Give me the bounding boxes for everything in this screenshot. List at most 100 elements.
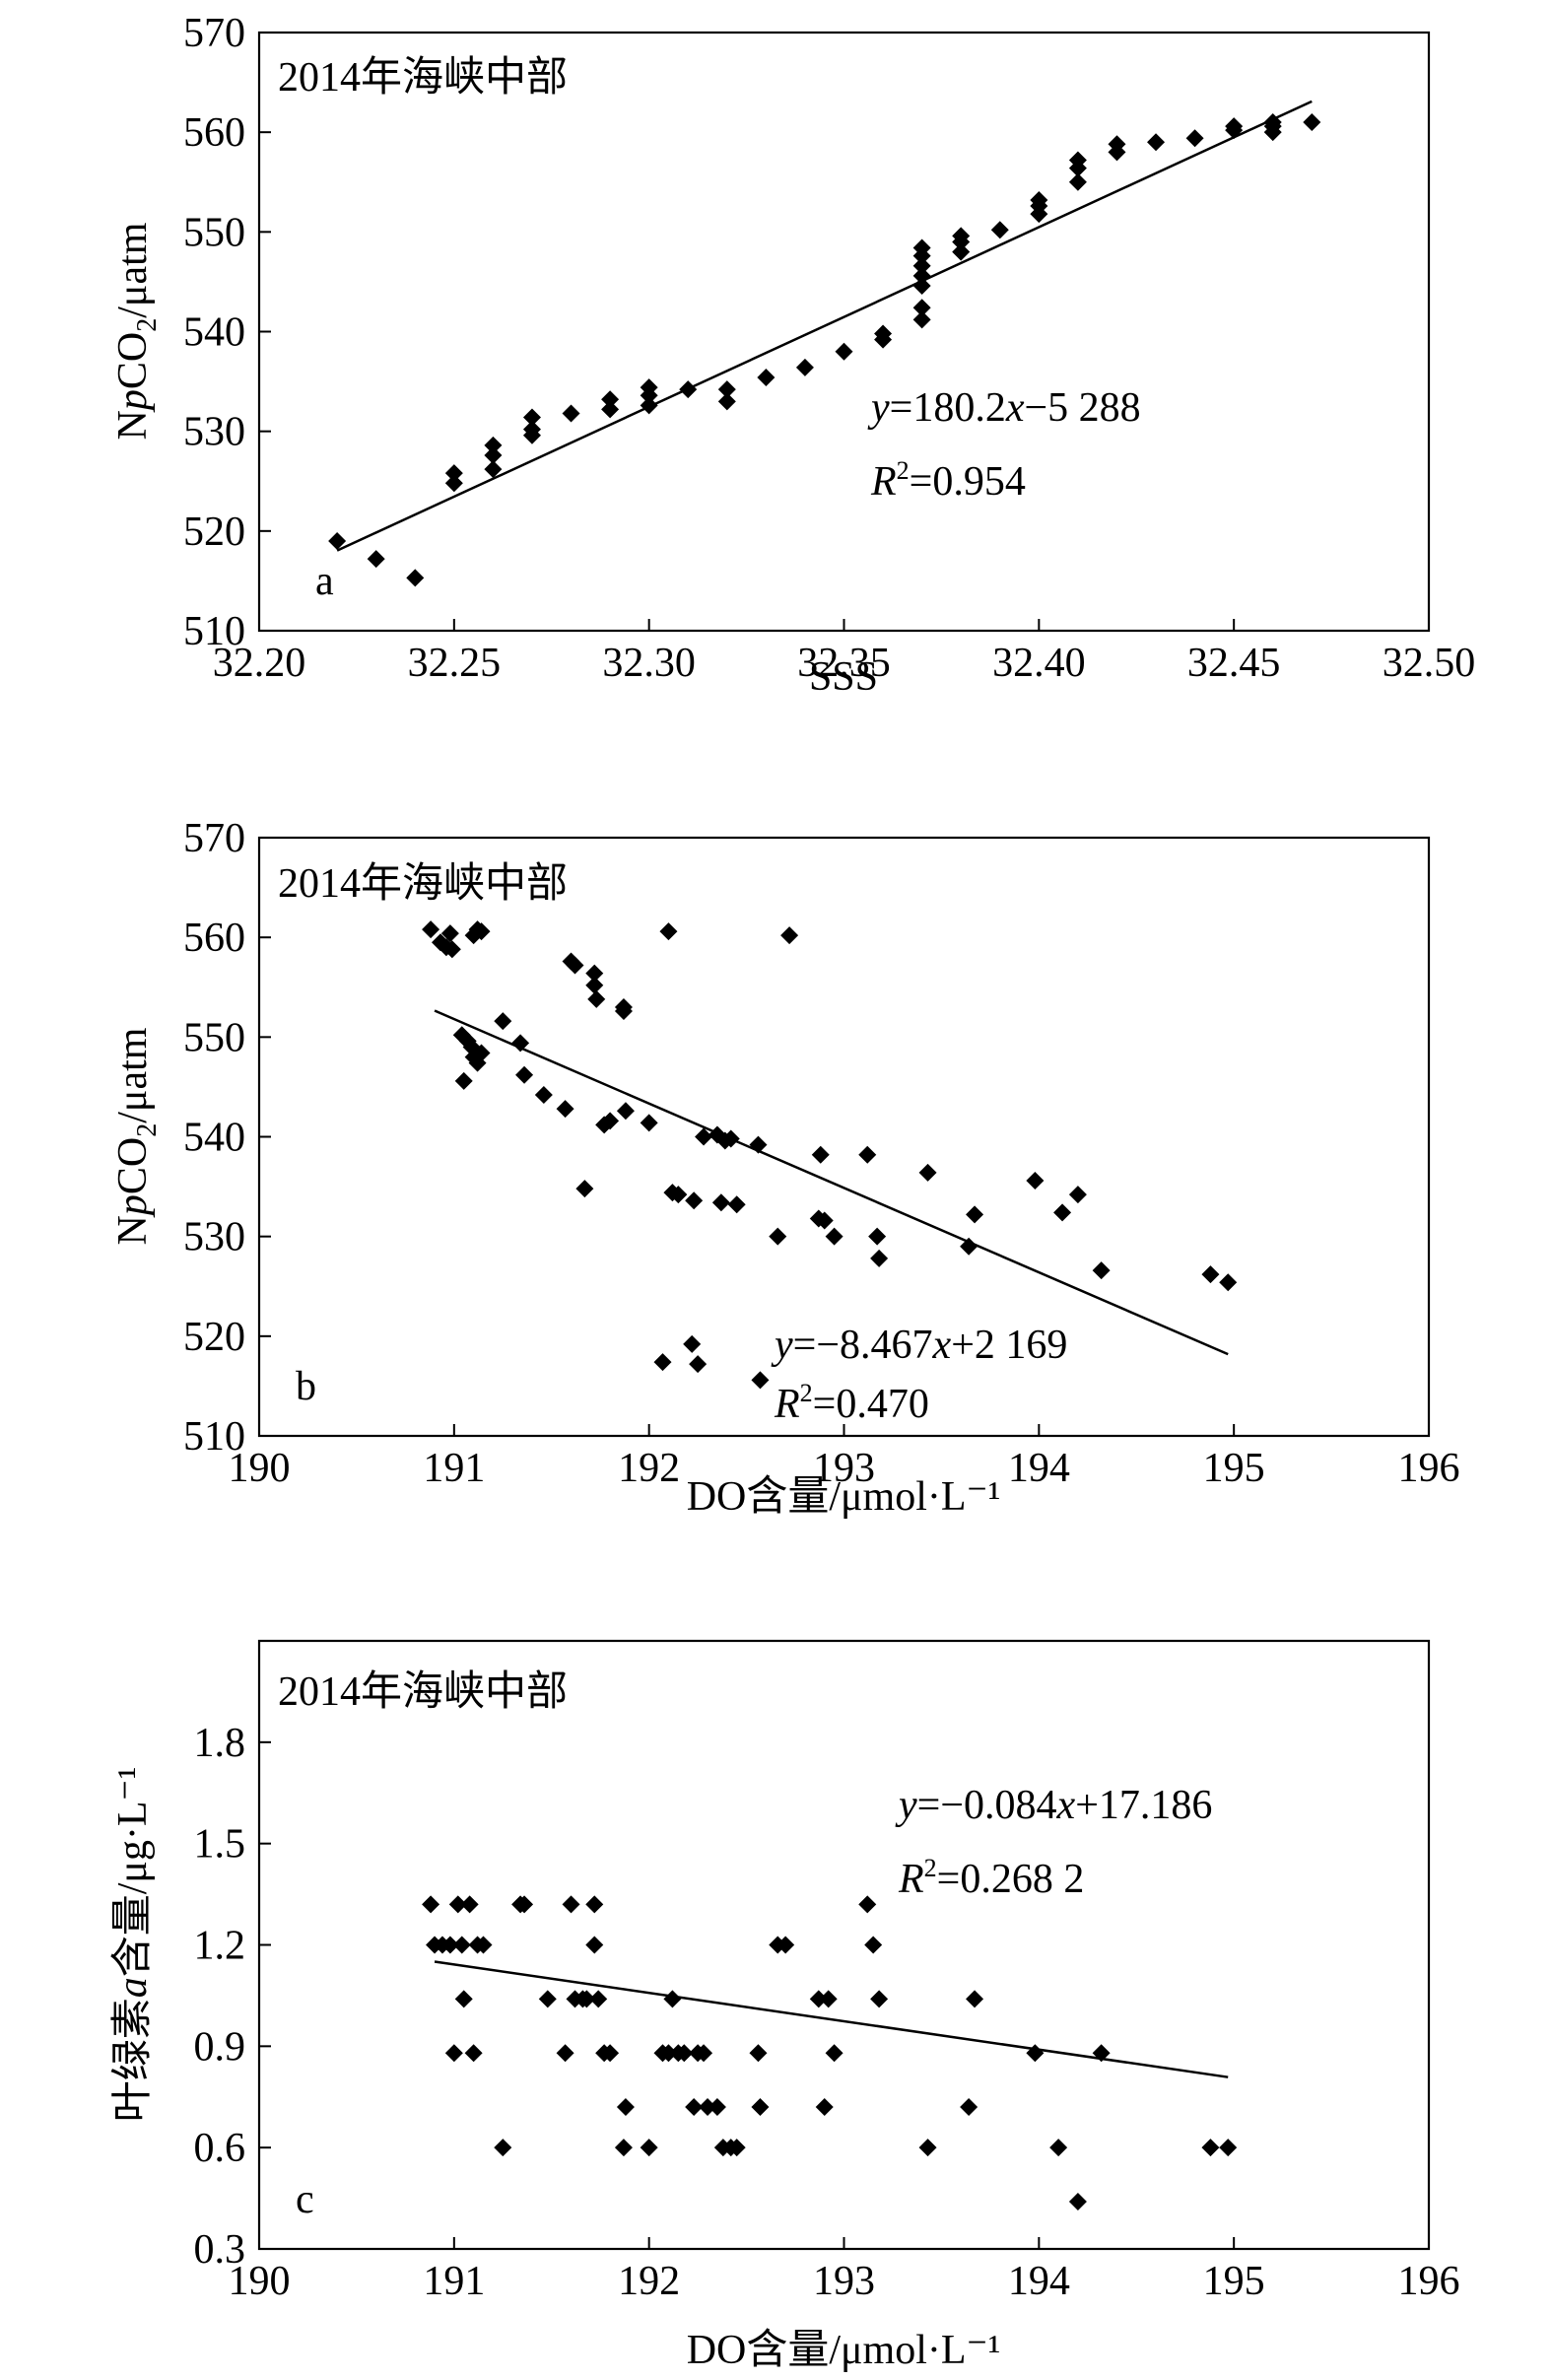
data-point — [952, 242, 971, 261]
data-point — [1030, 190, 1048, 209]
chart-panel-a: 2014年海峡中部 a SSS NpCO2/μatm y=180.2x−5 28… — [110, 11, 1475, 700]
y-tick-label: 540 — [183, 310, 245, 356]
data-point — [809, 1990, 828, 2008]
y-tick-label: 530 — [183, 1215, 245, 1260]
data-point — [695, 1127, 713, 1146]
data-point — [653, 1353, 672, 1372]
data-point — [815, 1211, 834, 1230]
y-tick-label: 560 — [183, 110, 245, 156]
data-point — [616, 1102, 635, 1121]
data-point — [406, 569, 425, 587]
regression-equation: y=−8.467x+2 169 — [771, 1323, 1067, 1368]
x-tick-label: 192 — [618, 1446, 680, 1491]
data-point — [1068, 151, 1087, 170]
data-point — [912, 266, 931, 285]
data-point — [575, 1180, 594, 1198]
data-point — [640, 1114, 658, 1132]
data-point — [912, 238, 931, 257]
x-tick-label: 196 — [1398, 1446, 1460, 1491]
x-axis-label: SSS — [809, 654, 878, 700]
data-point — [769, 1227, 787, 1246]
data-point — [918, 2139, 937, 2157]
x-tick-label: 32.25 — [408, 641, 502, 686]
panel-label: b — [296, 1364, 316, 1409]
data-point — [601, 400, 620, 419]
data-point — [683, 1334, 702, 1353]
panel-label: c — [296, 2177, 314, 2222]
data-point — [522, 420, 541, 439]
data-point — [472, 922, 491, 941]
data-point — [669, 1186, 688, 1204]
y-tick-label: 570 — [183, 816, 245, 861]
chart-panel-b: 2014年海峡中部 b DO含量/μmol·L⁻¹ NpCO2/μatm y=−… — [110, 816, 1460, 1520]
regression-line — [434, 1960, 1229, 2078]
data-point — [912, 276, 931, 295]
data-point — [776, 1936, 795, 1954]
data-point — [494, 1012, 512, 1031]
data-point — [454, 1990, 473, 2008]
data-point — [659, 2044, 678, 2063]
regression-line — [434, 1009, 1229, 1356]
data-point — [472, 1044, 491, 1062]
x-tick-label: 32.50 — [1383, 641, 1476, 686]
data-point — [960, 1237, 978, 1256]
data-point — [616, 2098, 635, 2117]
data-point — [562, 1895, 580, 1914]
y-tick-label: 520 — [183, 510, 245, 555]
data-point — [1303, 113, 1321, 132]
data-point — [966, 1205, 984, 1224]
data-point — [556, 2044, 574, 2063]
data-point — [749, 2044, 768, 2063]
data-point — [601, 390, 620, 409]
data-point — [556, 1100, 574, 1119]
data-point — [912, 299, 931, 317]
data-point — [589, 1990, 608, 2008]
x-tick-label: 195 — [1203, 2259, 1265, 2304]
data-point — [562, 404, 580, 423]
y-axis-label: NpCO2/μatm — [110, 1027, 163, 1245]
data-point — [640, 378, 658, 397]
y-tick-label: 510 — [183, 609, 245, 654]
plot-frame — [257, 31, 1431, 633]
x-tick-label: 190 — [229, 1446, 291, 1491]
x-tick-label: 191 — [423, 1446, 485, 1491]
data-point — [721, 1129, 740, 1148]
data-point — [757, 369, 776, 387]
data-point — [601, 2044, 620, 2063]
x-tick-label: 32.20 — [213, 641, 306, 686]
data-point — [717, 392, 736, 411]
data-point — [484, 460, 503, 479]
data-point — [454, 1071, 473, 1090]
data-point — [870, 1249, 889, 1267]
y-tick-label: 1.5 — [194, 1822, 246, 1868]
regression-line — [336, 100, 1313, 552]
y-tick-label: 0.6 — [194, 2126, 246, 2171]
data-point — [448, 1895, 467, 1914]
y-tick-label: 550 — [183, 1015, 245, 1060]
data-point — [577, 1990, 596, 2008]
data-point — [717, 380, 736, 399]
x-tick-label: 194 — [1008, 2259, 1070, 2304]
chart-title: 2014年海峡中部 — [278, 860, 568, 907]
x-tick-label: 193 — [813, 1446, 875, 1491]
data-point — [1026, 2044, 1045, 2063]
data-point — [1185, 129, 1204, 148]
data-point — [422, 920, 440, 939]
data-point — [601, 1112, 620, 1130]
data-point — [751, 1371, 770, 1390]
data-point — [727, 2139, 746, 2157]
data-point — [815, 2098, 834, 2117]
data-point — [534, 1086, 553, 1105]
data-point — [825, 1227, 843, 1246]
data-point — [1263, 113, 1282, 132]
x-axis-label: DO含量/μmol·L⁻¹ — [687, 2328, 1001, 2373]
data-point — [614, 1002, 633, 1021]
data-point — [825, 2044, 843, 2063]
data-point — [585, 1895, 604, 1914]
data-point — [952, 227, 971, 245]
data-point — [566, 956, 584, 975]
y-tick-label: 510 — [183, 1414, 245, 1460]
data-point — [464, 2044, 483, 2063]
data-point — [484, 436, 503, 454]
